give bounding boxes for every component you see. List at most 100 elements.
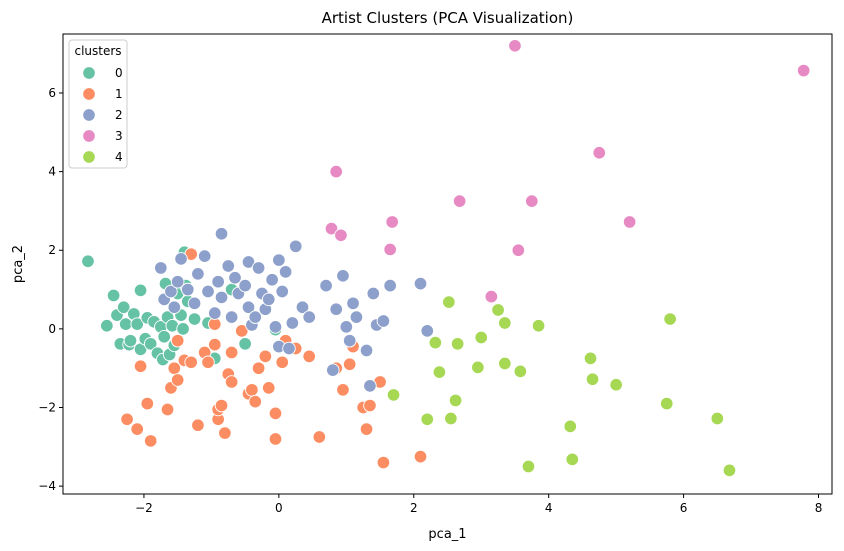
point-cluster-1	[251, 361, 266, 375]
point-cluster-2	[201, 284, 215, 299]
point-cluster-2	[339, 320, 354, 334]
legend-marker-2	[82, 108, 96, 122]
point-cluster-0	[123, 333, 138, 348]
point-cluster-4	[428, 335, 443, 350]
point-cluster-3	[622, 215, 637, 229]
point-cluster-4	[432, 365, 447, 379]
point-cluster-1	[363, 398, 377, 413]
point-cluster-3	[334, 228, 348, 243]
point-cluster-1	[302, 349, 316, 364]
point-cluster-0	[106, 288, 121, 303]
legend-label-1: 1	[115, 87, 123, 101]
plot-frame	[62, 33, 833, 495]
point-cluster-2	[197, 249, 212, 263]
point-cluster-2	[285, 316, 300, 330]
point-cluster-1	[413, 449, 428, 464]
y-tick-label: −2	[38, 401, 56, 415]
point-cluster-1	[170, 333, 185, 348]
point-cluster-4	[450, 337, 465, 351]
point-cluster-4	[710, 411, 725, 426]
legend-title: clusters	[74, 44, 121, 58]
x-tick-label: 8	[815, 501, 823, 515]
point-cluster-4	[420, 412, 435, 427]
point-cluster-2	[288, 239, 303, 254]
point-cluster-4	[585, 372, 600, 386]
point-cluster-1	[214, 398, 229, 413]
point-cluster-3	[508, 39, 522, 53]
point-cluster-2	[326, 363, 340, 377]
point-cluster-4	[513, 364, 528, 379]
point-cluster-1	[248, 394, 262, 409]
point-cluster-1	[120, 412, 134, 427]
legend: clusters 0 1 2 3 4	[68, 39, 128, 169]
point-cluster-1	[160, 402, 175, 417]
point-cluster-2	[272, 253, 286, 267]
point-cluster-0	[157, 329, 171, 344]
point-cluster-4	[448, 393, 463, 408]
point-cluster-1	[224, 345, 239, 360]
x-tick-label: 4	[545, 501, 553, 515]
point-cluster-2	[238, 278, 252, 293]
point-cluster-2	[366, 286, 381, 301]
point-cluster-2	[265, 272, 279, 287]
point-cluster-2	[376, 314, 391, 328]
point-cluster-4	[563, 419, 578, 434]
point-cluster-0	[81, 254, 95, 268]
point-cluster-1	[130, 422, 144, 436]
point-cluster-2	[167, 300, 182, 315]
point-cluster-2	[268, 320, 283, 334]
point-cluster-0	[238, 337, 252, 351]
legend-label-3: 3	[115, 129, 123, 143]
point-cluster-4	[663, 312, 677, 326]
point-cluster-1	[208, 337, 222, 352]
point-cluster-0	[118, 317, 133, 331]
point-cluster-3	[484, 289, 499, 304]
point-cluster-2	[251, 261, 266, 275]
point-cluster-2	[211, 274, 225, 289]
point-cluster-2	[346, 296, 360, 311]
point-cluster-2	[295, 300, 310, 315]
y-tick-label: 6	[48, 86, 56, 100]
point-cluster-2	[349, 310, 364, 324]
point-cluster-2	[208, 306, 222, 320]
point-cluster-3	[525, 194, 539, 208]
legend-label-2: 2	[115, 108, 123, 122]
point-cluster-1	[336, 383, 350, 397]
point-cluster-4	[521, 459, 536, 474]
point-cluster-2	[319, 278, 333, 293]
x-tick-label: 0	[275, 501, 283, 515]
series-2	[154, 226, 435, 393]
point-cluster-1	[170, 373, 185, 387]
point-cluster-1	[342, 357, 357, 372]
y-tick-label: 0	[48, 322, 56, 336]
point-cluster-1	[235, 324, 249, 338]
axes-layer: −2 0 2 4 6 8 −4 −2 0 2 4 6	[38, 86, 822, 515]
series-4	[386, 295, 737, 478]
point-cluster-2	[342, 333, 357, 348]
point-cluster-4	[444, 411, 458, 426]
point-cluster-2	[214, 290, 229, 305]
legend-marker-3	[82, 129, 96, 143]
point-cluster-3	[383, 242, 397, 257]
point-cluster-4	[531, 318, 546, 333]
plot-layer	[81, 39, 811, 478]
point-cluster-1	[218, 426, 232, 440]
legend-box	[68, 39, 128, 169]
point-cluster-3	[329, 164, 343, 179]
point-cluster-0	[100, 318, 114, 333]
point-cluster-0	[187, 312, 202, 326]
point-cluster-1	[184, 355, 198, 370]
point-cluster-0	[176, 322, 190, 336]
point-cluster-3	[511, 243, 526, 257]
point-cluster-2	[413, 276, 428, 291]
point-cluster-2	[241, 300, 256, 315]
x-tick-label: 2	[410, 501, 418, 515]
x-tick-label: −2	[135, 501, 153, 515]
point-cluster-1	[261, 381, 276, 395]
point-cluster-2	[359, 343, 374, 358]
point-cluster-2	[336, 269, 350, 283]
legend-marker-1	[82, 87, 96, 101]
point-cluster-2	[228, 271, 242, 285]
point-cluster-3	[592, 145, 607, 160]
point-cluster-4	[609, 377, 623, 392]
